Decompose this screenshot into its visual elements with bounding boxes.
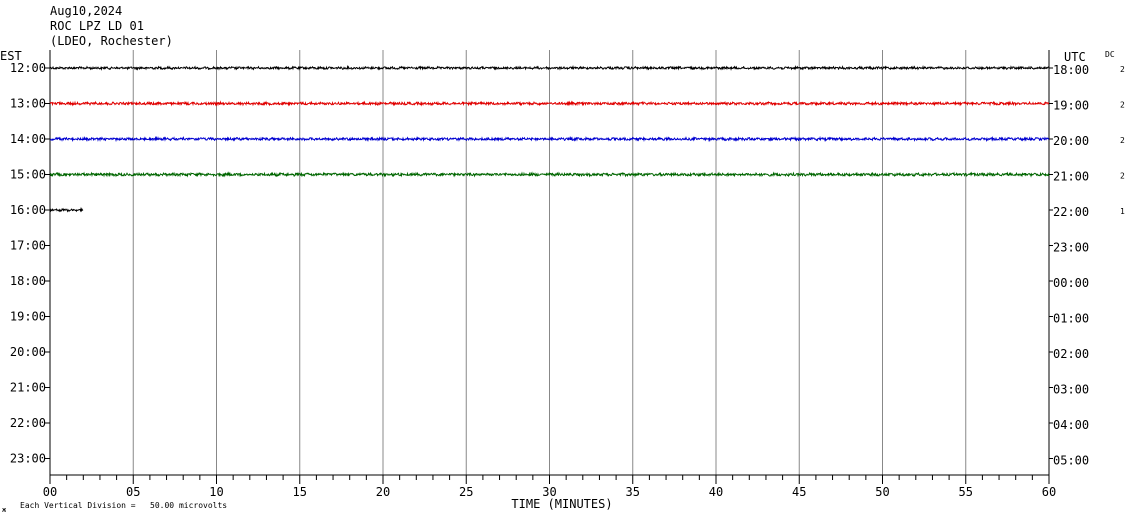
utc-label-11: 05:00 xyxy=(1053,454,1089,468)
station-title: ROC LPZ LD 01 xyxy=(50,19,144,33)
header: Aug10,2024 ROC LPZ LD 01 (LDEO, Rocheste… xyxy=(50,4,173,48)
trace-2 xyxy=(49,135,1050,143)
utc-label-3: 21:00 xyxy=(1053,170,1089,184)
utc-label-5: 23:00 xyxy=(1053,241,1089,255)
utc-label-0: 18:00 xyxy=(1053,63,1089,77)
scale-note: Each Vertical Division = 50.00 microvolt… xyxy=(20,501,227,510)
dc-value-3: 2 xyxy=(1120,172,1125,181)
x-tick-label-8: 40 xyxy=(709,485,723,499)
utc-axis-title: UTC xyxy=(1064,50,1086,64)
est-label-5: 17:00 xyxy=(10,239,46,253)
x-tick-label-6: 30 xyxy=(542,485,556,499)
trace-4 xyxy=(49,206,84,213)
x-tick-label-2: 10 xyxy=(209,485,223,499)
est-hour-labels: 12:00 13:00 14:00 15:00 16:00 17:00 18:00 19:00… xyxy=(10,61,50,466)
vertical-grid xyxy=(132,50,967,475)
x-tick-label-0: 00 xyxy=(43,485,57,499)
trace-0 xyxy=(49,64,1050,71)
utc-label-2: 20:00 xyxy=(1053,134,1089,148)
est-label-9: 21:00 xyxy=(10,381,46,395)
x-tick-label-10: 50 xyxy=(875,485,889,499)
x-tick-label-7: 35 xyxy=(626,485,640,499)
traces xyxy=(49,64,1050,213)
trace-3 xyxy=(49,171,1050,178)
date-title: Aug10,2024 xyxy=(50,4,122,18)
x-tick-label-9: 45 xyxy=(792,485,806,499)
dc-values: 2 2 2 2 1 xyxy=(1120,65,1125,216)
utc-label-8: 02:00 xyxy=(1053,347,1089,361)
footer: ж Each Vertical Division = 50.00 microvo… xyxy=(2,501,227,514)
utc-label-4: 22:00 xyxy=(1053,205,1089,219)
est-axis-title: EST xyxy=(0,49,22,63)
est-label-0: 12:00 xyxy=(10,61,46,75)
est-label-4: 16:00 xyxy=(10,203,46,217)
dc-axis-title: DC xyxy=(1105,50,1115,59)
x-tick-label-12: 60 xyxy=(1042,485,1056,499)
dc-value-4: 1 xyxy=(1120,207,1125,216)
dc-value-0: 2 xyxy=(1120,65,1125,74)
utc-label-6: 00:00 xyxy=(1053,276,1089,290)
utc-label-10: 04:00 xyxy=(1053,418,1089,432)
utc-label-9: 03:00 xyxy=(1053,383,1089,397)
x-axis-label: TIME (MINUTES) xyxy=(511,497,612,511)
trace-1 xyxy=(49,100,1050,107)
est-label-3: 15:00 xyxy=(10,168,46,182)
dc-value-1: 2 xyxy=(1120,101,1125,110)
est-label-11: 23:00 xyxy=(10,452,46,466)
x-axis-ticks: 00 05 10 15 20 25 30 35 40 45 50 55 60 xyxy=(43,475,1056,499)
utc-label-1: 19:00 xyxy=(1053,99,1089,113)
est-label-6: 18:00 xyxy=(10,274,46,288)
est-label-1: 13:00 xyxy=(10,97,46,111)
x-tick-label-3: 15 xyxy=(293,485,307,499)
x-tick-label-1: 05 xyxy=(126,485,140,499)
x-tick-label-11: 55 xyxy=(959,485,973,499)
est-label-8: 20:00 xyxy=(10,345,46,359)
dc-value-2: 2 xyxy=(1120,136,1125,145)
utc-label-7: 01:00 xyxy=(1053,312,1089,326)
footer-mark: ж xyxy=(2,506,7,514)
utc-hour-labels: 18:00 19:00 20:00 21:00 22:00 23:00 00:00 01:00… xyxy=(1049,63,1089,468)
x-tick-label-5: 25 xyxy=(459,485,473,499)
est-label-7: 19:00 xyxy=(10,310,46,324)
axis-titles: EST UTC DC xyxy=(0,49,1115,64)
x-tick-label-4: 20 xyxy=(376,485,390,499)
location-title: (LDEO, Rochester) xyxy=(50,34,173,48)
est-label-2: 14:00 xyxy=(10,132,46,146)
est-label-10: 22:00 xyxy=(10,416,46,430)
